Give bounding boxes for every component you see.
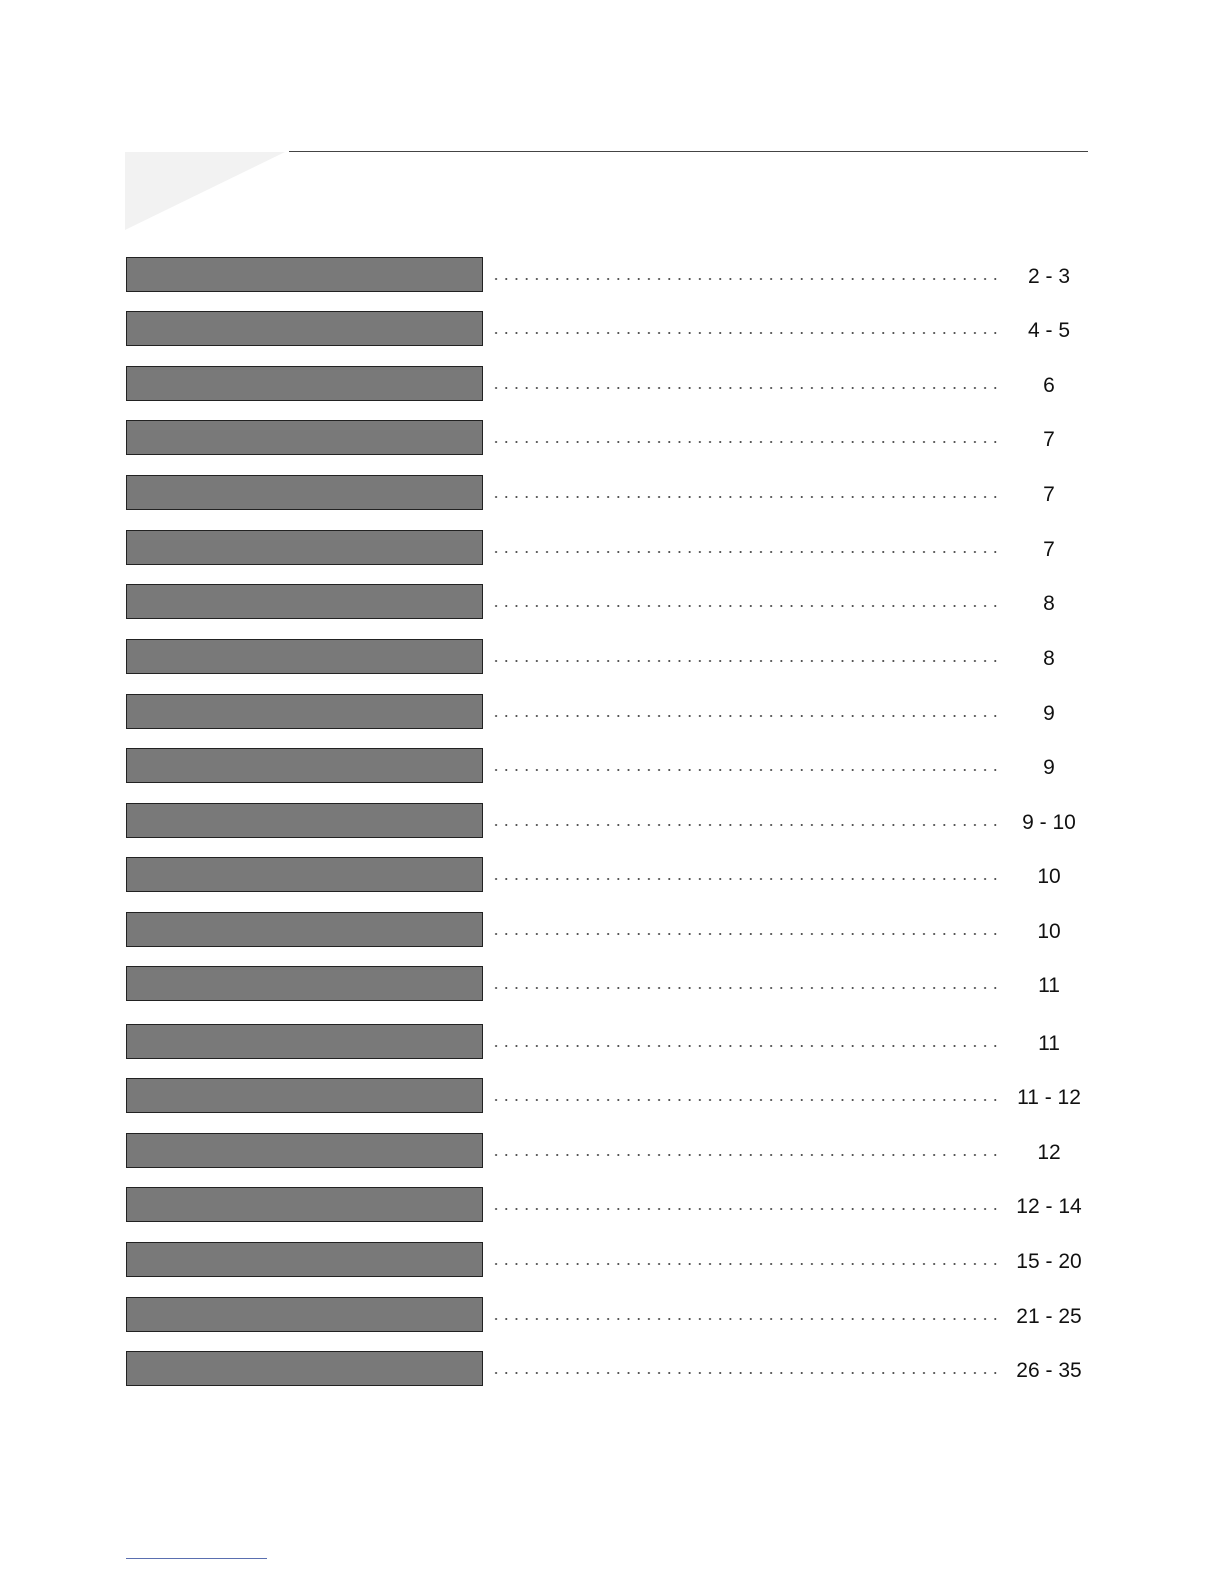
dot-leader [491, 387, 1001, 389]
toc-entry[interactable]: 11 - 12 [125, 1078, 1088, 1116]
redacted-title-bar [126, 1297, 483, 1332]
page-range: 26 - 35 [1016, 1359, 1082, 1382]
page-range: 21 - 25 [1016, 1305, 1082, 1328]
redacted-title-bar [126, 1133, 483, 1168]
redacted-title-bar [126, 639, 483, 674]
dot-leader [491, 441, 1001, 443]
toc-entry[interactable]: 12 [125, 1133, 1088, 1171]
toc-entry[interactable]: 9 [125, 694, 1088, 732]
dot-leader [491, 715, 1001, 717]
page-range: 7 [1043, 538, 1055, 561]
dot-leader [491, 1045, 1001, 1047]
page-range: 8 [1043, 592, 1055, 615]
footer-link-underline [126, 1558, 267, 1559]
toc-entry[interactable]: 11 [125, 1024, 1088, 1062]
dot-leader [491, 769, 1001, 771]
toc-entry[interactable]: 26 - 35 [125, 1351, 1088, 1389]
toc-entry[interactable]: 8 [125, 584, 1088, 622]
redacted-title-bar [126, 1024, 483, 1059]
dot-leader [491, 278, 1001, 280]
page-range: 12 - 14 [1016, 1195, 1082, 1218]
toc-entry[interactable]: 15 - 20 [125, 1242, 1088, 1280]
redacted-title-bar [126, 1078, 483, 1113]
redacted-title-bar [126, 475, 483, 510]
page-range: 4 - 5 [1027, 319, 1071, 342]
dot-leader [491, 1318, 1001, 1320]
redacted-title-bar [126, 748, 483, 783]
page-range: 11 [1038, 974, 1060, 997]
redacted-title-bar [126, 1187, 483, 1222]
redacted-title-bar [126, 366, 483, 401]
dot-leader [491, 1372, 1001, 1374]
header-tab-shape [125, 152, 285, 230]
page-range: 8 [1043, 647, 1055, 670]
page-range: 11 - 12 [1017, 1086, 1081, 1109]
dot-leader [491, 824, 1001, 826]
dot-leader [491, 878, 1001, 880]
dot-leader [491, 1208, 1001, 1210]
toc-entry[interactable]: 10 [125, 857, 1088, 895]
redacted-title-bar [126, 912, 483, 947]
page-range: 7 [1043, 428, 1055, 451]
dot-leader [491, 1263, 1001, 1265]
table-of-contents: 2 - 3 4 - 5 6 7 7 7 8 8 9 [125, 0, 1088, 1584]
dot-leader [491, 987, 1001, 989]
dot-leader [491, 332, 1001, 334]
toc-entry[interactable]: 12 - 14 [125, 1187, 1088, 1225]
toc-entry[interactable]: 11 [125, 966, 1088, 1004]
dot-leader [491, 933, 1001, 935]
page-range: 9 - 10 [1022, 811, 1076, 834]
page-range: 7 [1043, 483, 1055, 506]
toc-entry[interactable]: 7 [125, 475, 1088, 513]
dot-leader [491, 1099, 1001, 1101]
redacted-title-bar [126, 803, 483, 838]
toc-entry[interactable]: 9 [125, 748, 1088, 786]
redacted-title-bar [126, 966, 483, 1001]
page-range: 10 [1037, 920, 1061, 943]
dot-leader [491, 1154, 1001, 1156]
redacted-title-bar [126, 1242, 483, 1277]
page-range: 2 - 3 [1027, 265, 1071, 288]
dot-leader [491, 496, 1001, 498]
toc-entry[interactable]: 2 - 3 [125, 257, 1088, 295]
redacted-title-bar [126, 530, 483, 565]
page-range: 6 [1043, 374, 1055, 397]
redacted-title-bar [126, 257, 483, 292]
redacted-title-bar [126, 1351, 483, 1386]
redacted-title-bar [126, 694, 483, 729]
dot-leader [491, 551, 1001, 553]
page-range: 9 [1043, 702, 1055, 725]
toc-entry[interactable]: 9 - 10 [125, 803, 1088, 841]
header-rule [289, 151, 1088, 152]
toc-entry[interactable]: 8 [125, 639, 1088, 677]
toc-entry[interactable]: 7 [125, 530, 1088, 568]
toc-entry[interactable]: 6 [125, 366, 1088, 404]
dot-leader [491, 605, 1001, 607]
page-range: 15 - 20 [1016, 1250, 1082, 1273]
toc-entry[interactable]: 10 [125, 912, 1088, 950]
page-range: 10 [1037, 865, 1061, 888]
toc-entry[interactable]: 21 - 25 [125, 1297, 1088, 1335]
toc-entry[interactable]: 4 - 5 [125, 311, 1088, 349]
page-range: 11 [1038, 1032, 1060, 1055]
page-range: 9 [1043, 756, 1055, 779]
redacted-title-bar [126, 584, 483, 619]
dot-leader [491, 660, 1001, 662]
page-range: 12 [1037, 1141, 1061, 1164]
toc-entry[interactable]: 7 [125, 420, 1088, 458]
redacted-title-bar [126, 311, 483, 346]
redacted-title-bar [126, 420, 483, 455]
redacted-title-bar [126, 857, 483, 892]
